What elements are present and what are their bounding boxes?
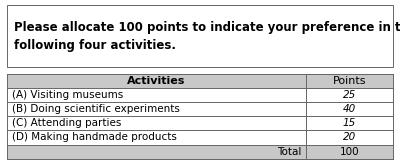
Bar: [7, 116, 306, 130]
Bar: [7, 5, 393, 67]
Bar: [306, 74, 393, 88]
Text: Activities: Activities: [128, 76, 186, 86]
Text: 40: 40: [343, 104, 356, 114]
Bar: [7, 102, 306, 116]
Text: (C) Attending parties: (C) Attending parties: [12, 118, 121, 128]
Text: (A) Visiting museums: (A) Visiting museums: [12, 90, 123, 100]
Bar: [306, 116, 393, 130]
Text: Points: Points: [333, 76, 366, 86]
Text: 15: 15: [343, 118, 356, 128]
Bar: [7, 130, 306, 145]
Text: 100: 100: [340, 147, 359, 157]
Bar: [7, 74, 306, 88]
Bar: [306, 130, 393, 145]
Text: Total: Total: [277, 147, 301, 157]
Bar: [306, 102, 393, 116]
Bar: [306, 88, 393, 102]
Bar: [7, 88, 306, 102]
Text: Please allocate 100 points to indicate your preference in the
following four act: Please allocate 100 points to indicate y…: [14, 21, 400, 52]
Text: 20: 20: [343, 133, 356, 143]
Text: (D) Making handmade products: (D) Making handmade products: [12, 133, 177, 143]
Text: 25: 25: [343, 90, 356, 100]
Bar: [7, 145, 306, 159]
Bar: [7, 74, 393, 159]
Bar: [306, 145, 393, 159]
Text: (B) Doing scientific experiments: (B) Doing scientific experiments: [12, 104, 180, 114]
